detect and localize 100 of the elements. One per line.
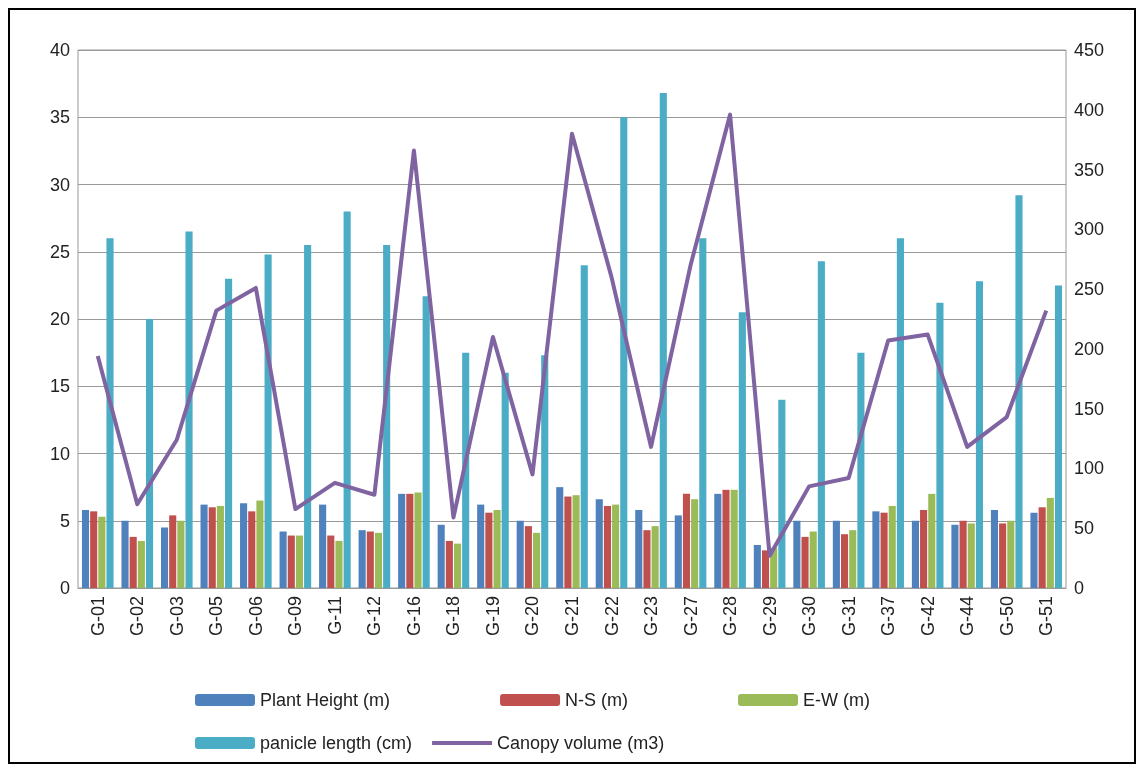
bar: [975, 281, 984, 588]
bar: [556, 487, 564, 588]
y2-tick-label: 400: [1074, 99, 1105, 120]
bar: [967, 523, 975, 588]
bar: [319, 504, 327, 588]
bar: [121, 520, 129, 588]
bar: [160, 527, 169, 588]
legend-label: E-W (m): [803, 690, 871, 710]
x-tick-label: G-11: [324, 596, 345, 635]
x-tick-label: G-09: [285, 596, 306, 637]
bar: [651, 526, 659, 588]
bar: [1046, 497, 1054, 588]
bar: [959, 520, 967, 588]
y2-tick-label: 300: [1074, 219, 1105, 240]
bar: [129, 536, 137, 588]
bar: [533, 532, 541, 588]
bar: [208, 507, 216, 588]
y2-tick-label: 200: [1074, 338, 1105, 359]
x-tick-label: G-02: [127, 596, 148, 637]
bar: [414, 492, 422, 588]
bar: [817, 261, 825, 588]
bar: [659, 93, 667, 588]
bar: [477, 504, 485, 588]
bar: [177, 520, 185, 588]
bar: [849, 530, 857, 588]
line-series: [95, 112, 1049, 558]
x-tick-label: G-16: [403, 596, 424, 637]
bar: [90, 511, 98, 588]
x-tick-label: G-42: [917, 596, 938, 637]
y2-tick-label: 100: [1074, 458, 1105, 479]
bar: [422, 296, 430, 588]
y2-tick-label: 450: [1074, 40, 1105, 60]
legend-label: panicle length (cm): [260, 733, 413, 753]
bar: [437, 524, 445, 588]
bar: [406, 493, 414, 588]
bar: [564, 496, 572, 588]
bar: [572, 495, 580, 588]
bar: [256, 500, 264, 588]
bar: [462, 352, 470, 588]
bar: [841, 534, 849, 588]
bar: [722, 489, 730, 588]
bar: [857, 352, 865, 588]
bar: [682, 493, 691, 588]
y-tick-label: 40: [49, 40, 70, 60]
bar: [169, 515, 177, 588]
bar: [1038, 507, 1046, 588]
bar: [343, 211, 351, 588]
bar: [137, 540, 145, 588]
x-tick-label: G-51: [1036, 596, 1057, 637]
x-tick-label: G-05: [206, 596, 227, 637]
x-tick-label: G-37: [878, 596, 899, 637]
bar: [691, 499, 699, 588]
x-tick-label: G-27: [680, 596, 701, 637]
y2-tick-label: 150: [1074, 398, 1105, 419]
bar: [730, 489, 738, 588]
bar: [398, 493, 406, 588]
bar: [185, 231, 193, 588]
bar: [295, 535, 303, 588]
y2-tick-label: 350: [1074, 159, 1105, 180]
bar: [880, 512, 888, 588]
x-tick-label: G-21: [562, 596, 582, 637]
bar: [761, 550, 770, 588]
bar: [366, 531, 374, 588]
bar: [809, 531, 817, 588]
bar: [304, 245, 312, 588]
bar: [445, 540, 453, 588]
y2-tick-label: 50: [1074, 518, 1095, 539]
bar: [327, 535, 335, 588]
bar: [832, 520, 840, 588]
bar: [738, 312, 746, 588]
x-tick-label: G-31: [838, 596, 859, 637]
bar: [453, 543, 462, 588]
bar: [753, 544, 761, 588]
bar: [888, 505, 896, 588]
y-tick-label: 35: [49, 107, 70, 128]
x-tick-label: G-19: [482, 596, 503, 637]
bar: [936, 302, 944, 588]
x-tick-label: G-20: [522, 596, 543, 637]
y-tick-label: 0: [59, 578, 70, 598]
bar: [643, 530, 651, 588]
bar: [714, 493, 722, 588]
x-tick-label: G-44: [957, 596, 978, 637]
bar: [635, 509, 643, 588]
x-tick-label: G-28: [720, 596, 741, 637]
y-tick-label: 5: [59, 510, 70, 531]
y2-tick-label: 250: [1074, 279, 1105, 300]
bar: [603, 505, 611, 588]
x-tick-label: G-06: [245, 596, 266, 637]
x-tick-label: G-03: [166, 596, 187, 637]
legend-label: Plant Height (m): [260, 690, 391, 710]
bar: [216, 505, 224, 588]
bar: [620, 117, 628, 588]
bar: [81, 509, 90, 588]
bar: [1054, 285, 1063, 588]
y-tick-label: 25: [49, 241, 70, 262]
bar: [951, 524, 959, 588]
bar: [580, 265, 588, 588]
bar: [358, 530, 366, 588]
x-tick-label: G-01: [87, 596, 108, 637]
bar: [200, 504, 208, 588]
